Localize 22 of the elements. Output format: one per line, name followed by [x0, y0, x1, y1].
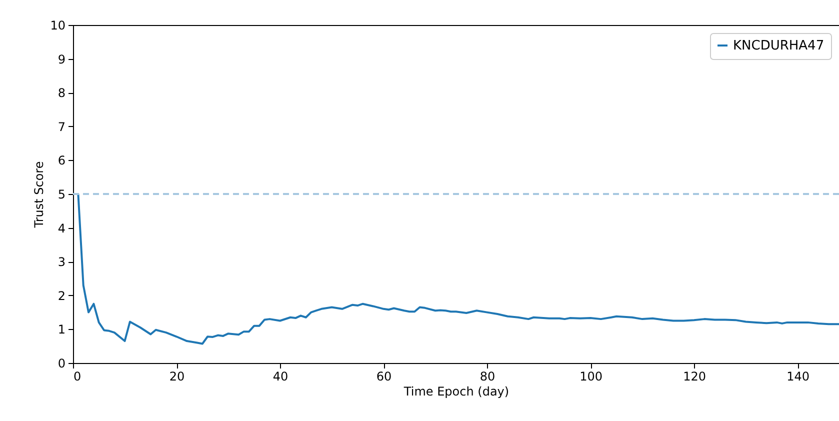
x-axis-title: Time Epoch (day) — [402, 384, 510, 398]
x-tick-label: 40 — [272, 370, 288, 384]
x-tick-label: 20 — [169, 370, 185, 384]
x-tick-label: 0 — [74, 370, 82, 384]
y-tick-label: 4 — [58, 221, 66, 236]
y-tick-label: 7 — [58, 120, 66, 134]
x-tick-label: 60 — [376, 370, 392, 384]
y-tick-label: 2 — [58, 288, 66, 303]
x-tick-label: 120 — [683, 370, 706, 384]
y-axis-title: Trust Score — [32, 161, 46, 229]
y-tick-label: 10 — [50, 18, 66, 32]
y-tick-label: 8 — [58, 86, 66, 100]
y-tick-label: 5 — [58, 188, 66, 202]
y-tick-label: 3 — [58, 255, 66, 270]
legend-label: KNCDURHA47 — [733, 38, 824, 54]
y-tick-label: 6 — [58, 154, 66, 168]
x-tick-label: 80 — [480, 370, 496, 384]
x-tick-label: 140 — [786, 370, 810, 384]
x-tick-label: 100 — [580, 370, 603, 384]
y-tick-label: 0 — [58, 356, 66, 370]
y-tick-label: 9 — [58, 52, 66, 66]
y-tick-label: 1 — [58, 322, 66, 337]
